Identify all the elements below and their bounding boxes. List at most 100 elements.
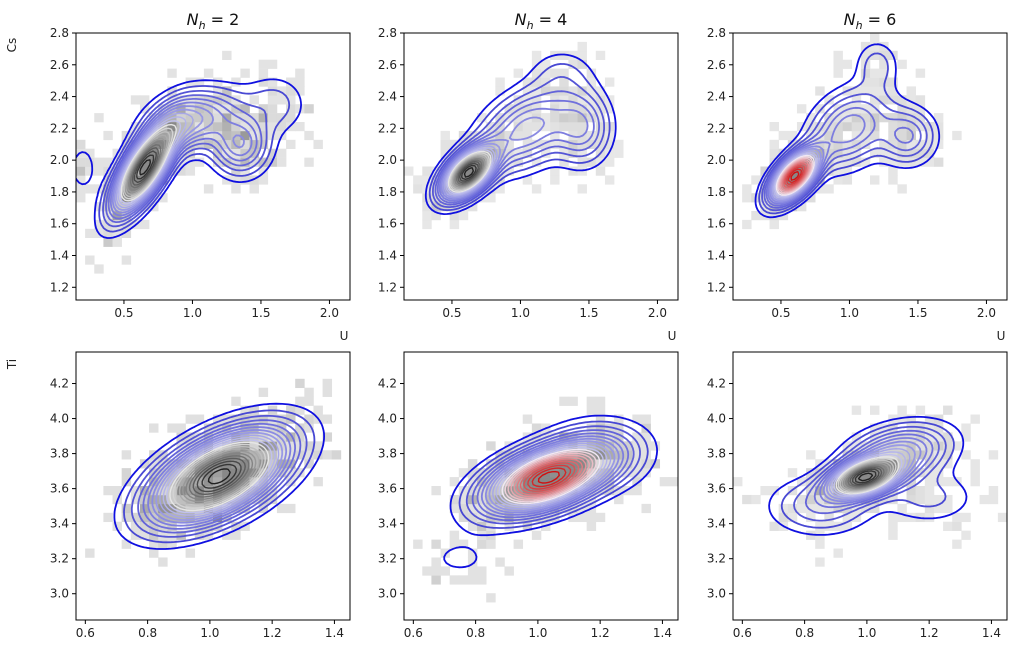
hist-cell <box>531 68 542 78</box>
hist-cell <box>577 184 587 194</box>
hist-cell <box>304 459 314 469</box>
hist-cell <box>860 50 871 60</box>
hist-cell <box>467 459 478 469</box>
hist-cell <box>286 104 296 114</box>
density-contour <box>447 150 492 193</box>
hist-cell <box>467 575 478 585</box>
hist-cell <box>231 184 241 194</box>
hist-cell <box>933 477 944 487</box>
hist-cell <box>559 459 569 469</box>
y-tick-label: 4.0 <box>50 412 69 426</box>
hist-cell <box>495 184 505 194</box>
hist-cell <box>194 432 205 442</box>
y-tick-label: 2.0 <box>50 153 69 167</box>
hist-cell <box>267 122 278 132</box>
hist-cell <box>924 139 935 149</box>
hist-cell <box>121 539 132 549</box>
x-axis-label: U <box>340 329 349 343</box>
hist-cell <box>915 486 926 496</box>
hist-cell <box>440 193 450 203</box>
x-tick-label: 0.6 <box>733 626 752 640</box>
hist-cell <box>915 113 926 123</box>
hist-cell <box>842 512 853 523</box>
hist-cell <box>906 414 916 424</box>
hist-cell <box>586 95 597 105</box>
hist-cell <box>586 157 597 167</box>
hist-cell <box>559 122 569 132</box>
hist-cell <box>103 184 113 194</box>
density-contour <box>207 468 231 485</box>
hist-cell <box>833 130 843 141</box>
hist-cell <box>924 512 935 523</box>
y-tick-label: 3.0 <box>707 587 726 601</box>
hist-cell <box>267 477 278 487</box>
hist-cell <box>504 494 514 505</box>
density-contour <box>488 440 616 512</box>
hist-cell <box>568 59 578 69</box>
hist-cell <box>577 459 587 469</box>
hist-cell <box>276 459 287 469</box>
hist-cell <box>139 530 150 540</box>
hist-cell <box>121 219 132 230</box>
density-contour <box>147 426 292 527</box>
hist-cell <box>231 441 241 451</box>
hist-cell <box>139 486 150 496</box>
hist-cell <box>422 175 432 185</box>
hist-cell <box>815 184 825 194</box>
x-tick-label: 1.0 <box>200 626 219 640</box>
density-contour <box>471 429 635 522</box>
hist-cell <box>550 113 560 123</box>
density-contour <box>754 43 941 219</box>
hist-cell <box>888 86 898 96</box>
hist-cell <box>194 122 205 132</box>
hist-cell <box>449 539 460 549</box>
hist-cell <box>559 157 569 167</box>
hist-cell <box>213 122 223 132</box>
x-tick-label: 1.0 <box>840 306 859 320</box>
hist-cell <box>286 405 296 415</box>
density-contour <box>109 101 253 217</box>
hist-cell <box>431 193 441 203</box>
hist-cell <box>641 459 651 469</box>
hist-cell <box>85 184 95 194</box>
hist-cell <box>249 130 259 141</box>
hist-cell <box>815 139 825 149</box>
hist-cell <box>240 521 250 531</box>
density-contour <box>773 151 818 199</box>
hist-cell <box>213 95 223 105</box>
hist-cell <box>842 122 853 132</box>
hist-cell <box>550 139 560 149</box>
y-axis-label: Cs <box>5 38 19 53</box>
hist-cell <box>222 423 232 433</box>
hist-cell <box>158 486 168 496</box>
hist-cell <box>267 494 278 505</box>
hist-cell <box>295 86 305 96</box>
density-contour <box>504 450 597 503</box>
density-contour <box>123 409 316 544</box>
hist-cell <box>933 494 944 505</box>
hist-cell <box>267 95 278 105</box>
hist-cell <box>295 423 305 433</box>
hist-cell <box>531 50 542 60</box>
x-tick-label: 1.2 <box>263 626 282 640</box>
y-tick-label: 3.0 <box>50 587 69 601</box>
density-contour <box>450 153 489 191</box>
hist-cell <box>541 59 551 69</box>
hist-cell <box>586 86 597 96</box>
y-tick-label: 2.4 <box>50 90 69 104</box>
hist-cell <box>833 122 843 132</box>
x-tick-label: 2.0 <box>320 306 339 320</box>
hist-cell <box>760 166 770 176</box>
hist-cell <box>176 166 186 176</box>
density-contour <box>137 419 302 534</box>
hist-cell <box>961 423 971 433</box>
hist-cell <box>276 148 287 158</box>
hist-cell <box>833 148 843 158</box>
hist-cell <box>139 104 150 114</box>
hist-cell <box>952 441 962 451</box>
y-tick-label: 3.2 <box>50 552 69 566</box>
hist-cell <box>194 477 205 487</box>
hist-cell <box>943 441 953 451</box>
hist-cell <box>249 405 259 415</box>
hist-cell <box>194 530 205 540</box>
